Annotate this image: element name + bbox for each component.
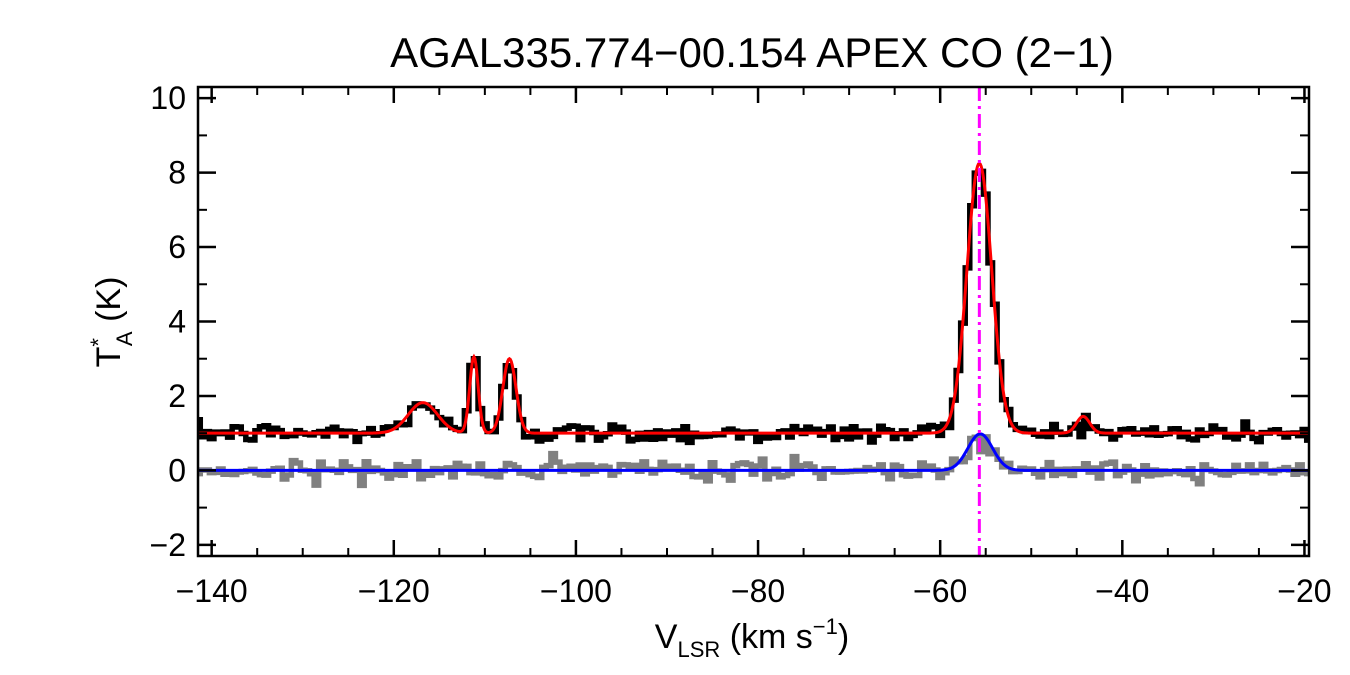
x-tick-label: −60 — [913, 573, 967, 609]
y-tick-label: 6 — [168, 229, 186, 265]
y-axis-label-unit: (K) — [90, 277, 128, 332]
x-axis-label-unit-close: ) — [838, 618, 849, 656]
x-tick-label: −40 — [1095, 573, 1149, 609]
y-axis-label-main: T — [90, 347, 128, 368]
spectrum-series-1 — [198, 434, 1309, 489]
x-axis-label: VLSR (km s−1) — [655, 614, 849, 662]
x-axis-label-unit: (km s — [720, 618, 813, 656]
y-tick-label: 0 — [168, 452, 186, 488]
y-tick-label: −2 — [150, 527, 186, 563]
x-tick-label: −120 — [358, 573, 430, 609]
fit-line-3 — [198, 432, 1309, 472]
chart-title: AGAL335.774−00.154 APEX CO (2−1) — [390, 29, 1114, 76]
x-tick-label: −80 — [731, 573, 785, 609]
svg-text:T*A (K): T*A (K) — [86, 277, 137, 368]
plot-frame — [196, 85, 1311, 558]
y-axis-label-sup: * — [86, 338, 111, 347]
spectrum-series-0 — [198, 168, 1309, 446]
data-layer — [198, 87, 1309, 556]
fit-line-2 — [198, 161, 1309, 435]
y-axis-label: T*A (K) — [86, 277, 137, 368]
y-tick-label: 8 — [168, 155, 186, 191]
y-axis-label-sub: A — [112, 331, 137, 346]
x-tick-label: −140 — [176, 573, 248, 609]
y-tick-label: 4 — [168, 304, 186, 340]
y-tick-label: 2 — [168, 378, 186, 414]
y-tick-label: 10 — [150, 80, 186, 116]
x-tick-label: −100 — [540, 573, 612, 609]
x-tick-label: −20 — [1277, 573, 1331, 609]
x-axis-label-main: V — [655, 618, 678, 656]
x-axis-label-sub: LSR — [677, 637, 720, 662]
x-axis-label-unit-sup: −1 — [813, 614, 838, 639]
